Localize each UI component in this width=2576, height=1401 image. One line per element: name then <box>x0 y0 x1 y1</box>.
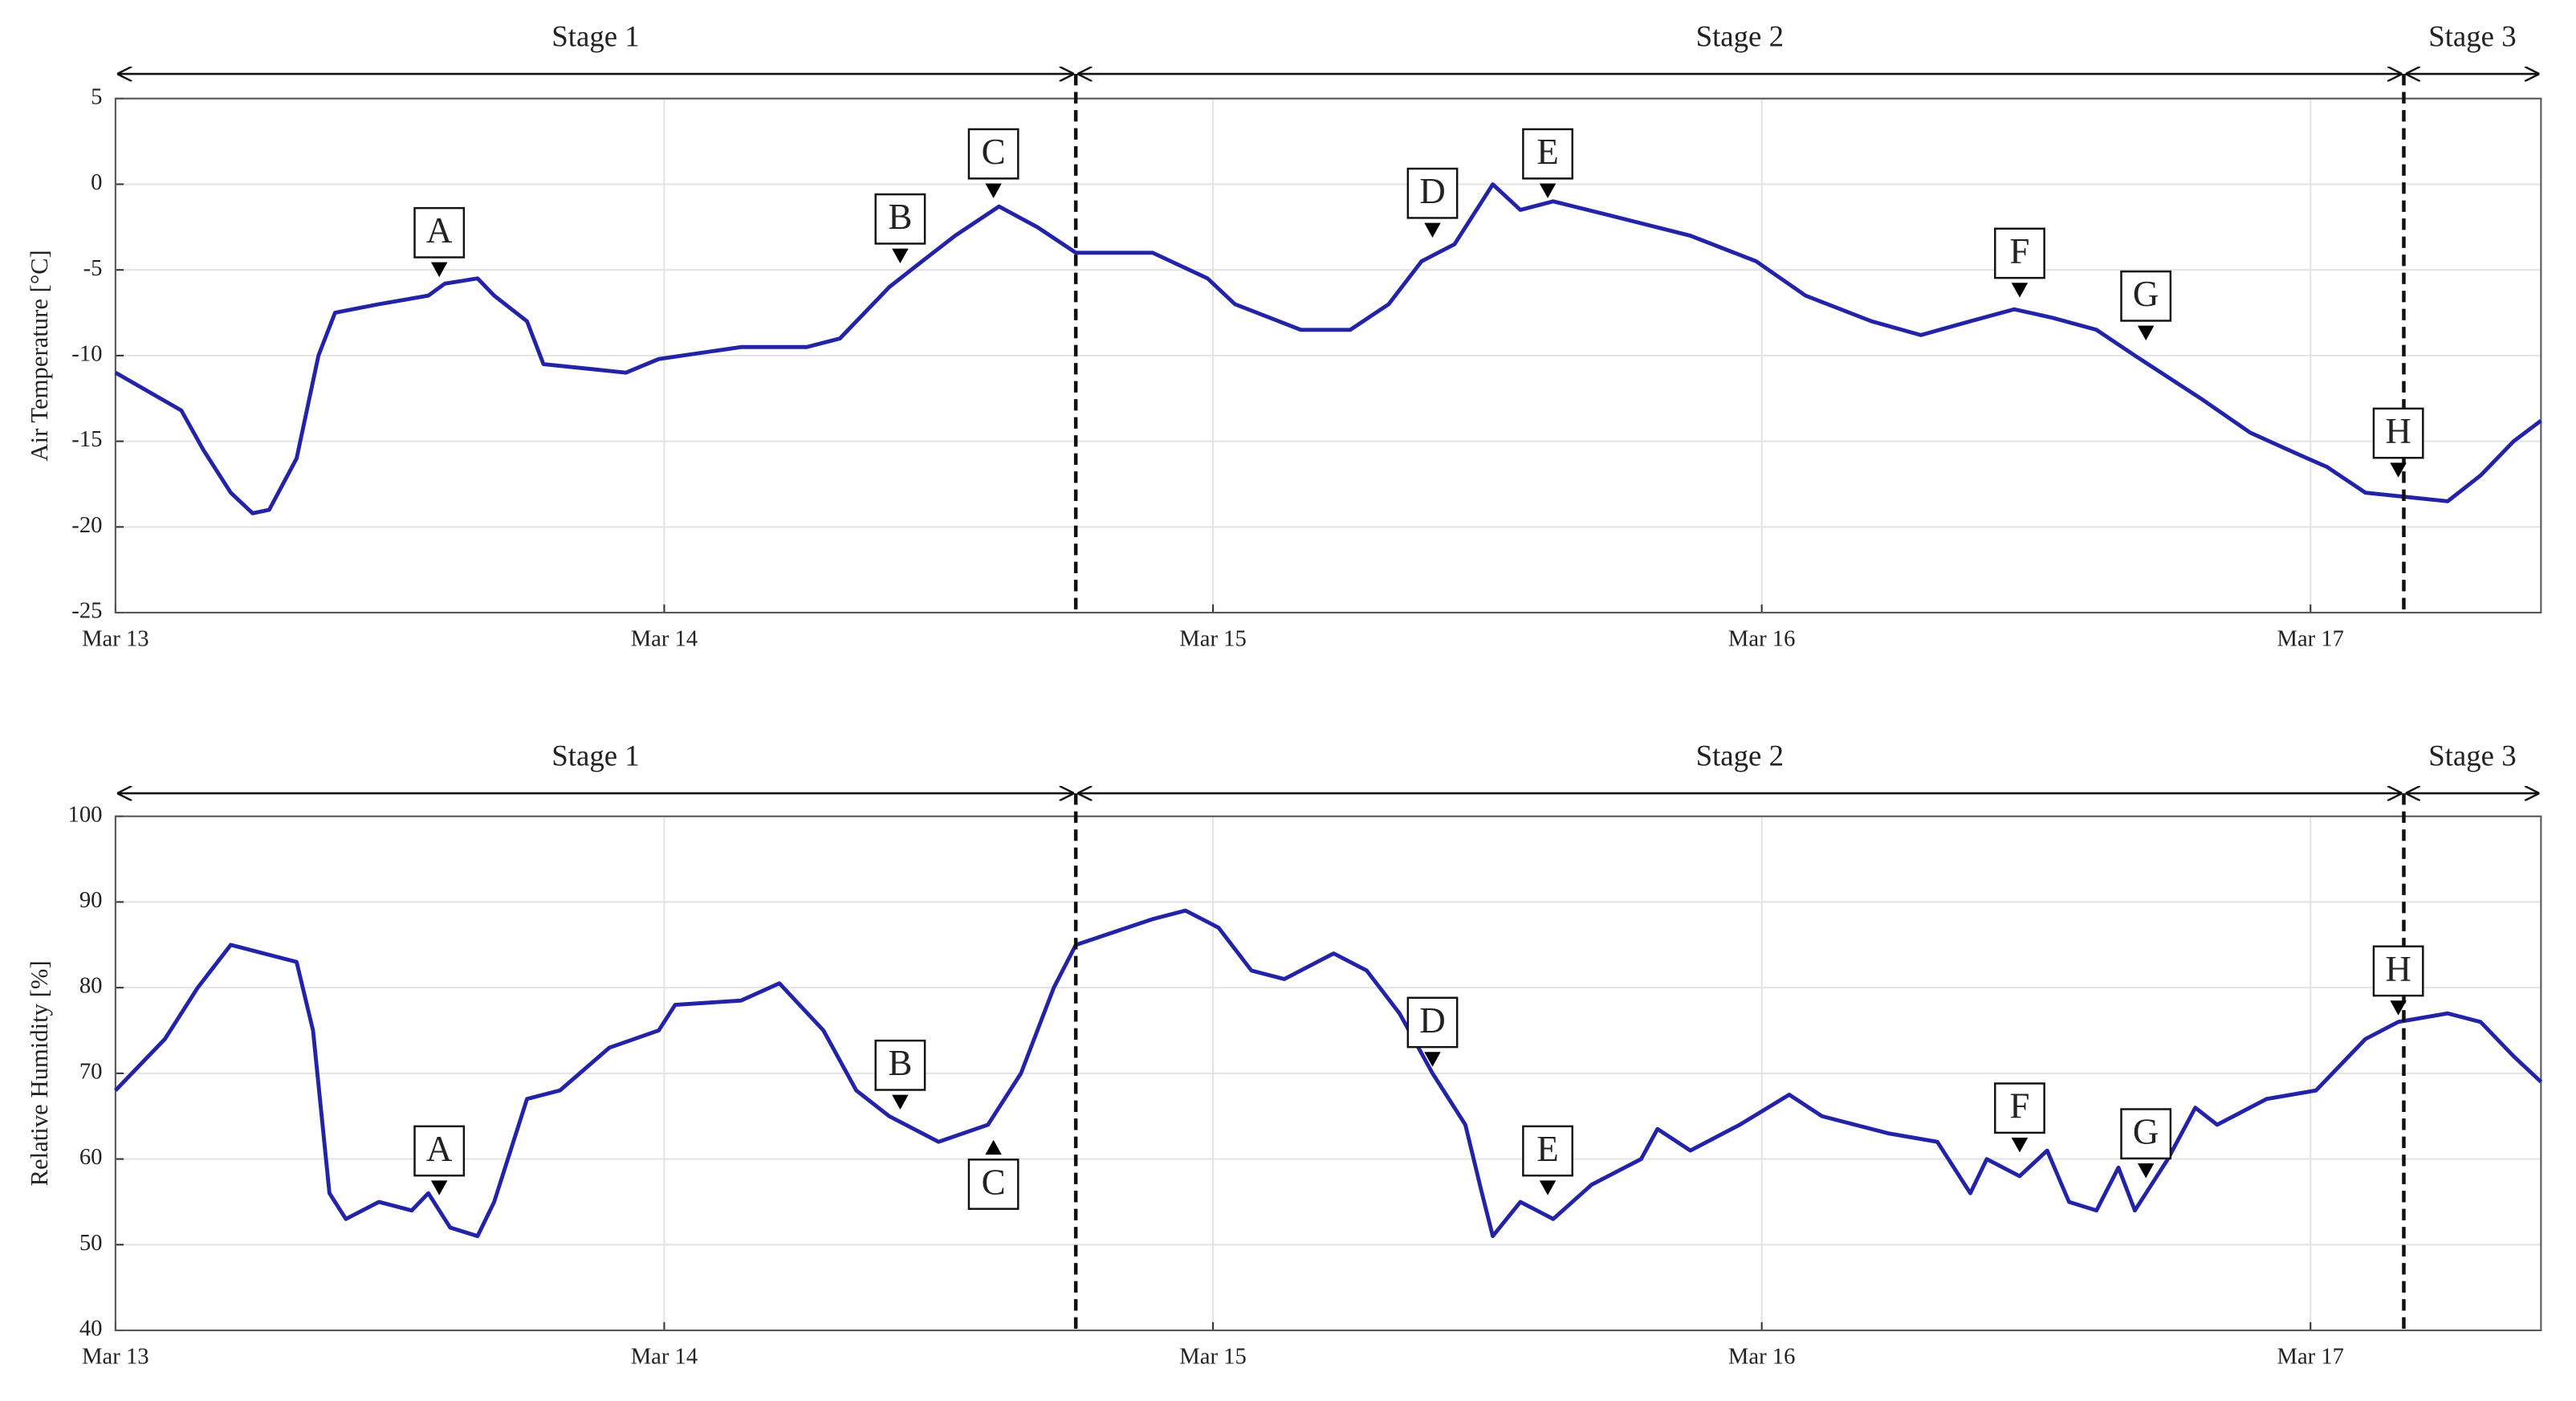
stage-label: Stage 1 <box>551 20 639 53</box>
annotation-label: A <box>426 210 453 250</box>
annotation-label: E <box>1536 132 1559 172</box>
annotation-label: C <box>982 132 1006 172</box>
x-tick-label: Mar 13 <box>82 625 149 651</box>
y-axis-label: Relative Humidity [%] <box>26 960 53 1186</box>
annotation-marker <box>2137 1163 2155 1179</box>
annotation-marker <box>985 1139 1002 1155</box>
annotation-marker <box>430 262 448 278</box>
annotation-box <box>2120 270 2172 322</box>
y-tick-label: -25 <box>71 598 102 624</box>
annotation-label: E <box>1536 1129 1559 1169</box>
annotation-marker <box>985 183 1002 198</box>
annotation-label: C <box>982 1162 1006 1202</box>
annotation-label: B <box>888 197 912 237</box>
annotation-label: B <box>888 1043 912 1083</box>
x-tick-label: Mar 13 <box>82 1343 149 1369</box>
y-tick-label: 70 <box>79 1058 103 1084</box>
x-tick-label: Mar 17 <box>2277 1343 2344 1369</box>
x-tick-label: Mar 14 <box>631 1343 698 1369</box>
plot-frame <box>114 97 2542 614</box>
y-tick-label: 100 <box>68 801 103 827</box>
annotation-label: D <box>1419 171 1446 211</box>
annotation-marker <box>2011 283 2029 298</box>
annotation-label: D <box>1419 1000 1446 1041</box>
data-line <box>114 182 2542 515</box>
y-tick-label: 5 <box>91 83 102 109</box>
annotation-marker <box>2011 1138 2029 1153</box>
stage-label: Stage 1 <box>551 739 639 772</box>
annotation-label: G <box>2133 274 2159 314</box>
y-tick-label: 90 <box>79 887 103 913</box>
y-tick-label: -5 <box>83 255 103 281</box>
x-tick-label: Mar 16 <box>1728 625 1795 651</box>
annotation-box <box>874 193 926 245</box>
stage-label: Stage 2 <box>1696 739 1784 772</box>
y-tick-label: 40 <box>79 1316 103 1342</box>
annotation-label: F <box>2009 1086 2029 1126</box>
annotation-label: A <box>426 1129 453 1169</box>
x-tick-label: Mar 17 <box>2277 625 2344 651</box>
y-tick-label: 60 <box>79 1144 103 1170</box>
annotation-label: G <box>2133 1112 2159 1152</box>
annotation-label: F <box>2009 231 2029 271</box>
annotation-marker <box>892 1094 909 1110</box>
annotation-marker <box>1539 183 1557 198</box>
annotation-marker <box>430 1180 448 1195</box>
y-tick-label: 80 <box>79 973 103 999</box>
annotation-box <box>967 1159 1019 1210</box>
annotation-marker <box>1424 222 1441 238</box>
annotation-box <box>1522 1125 1573 1177</box>
plot-frame <box>114 815 2542 1332</box>
annotation-box <box>2372 407 2424 459</box>
stage-label: Stage 3 <box>2428 739 2516 772</box>
data-line <box>114 908 2543 1239</box>
annotation-box <box>1522 128 1573 180</box>
annotation-box <box>1994 227 2045 279</box>
annotation-box <box>1406 996 1459 1049</box>
annotation-box <box>413 206 466 259</box>
annotation-box <box>2120 1108 2172 1160</box>
x-tick-label: Mar 14 <box>631 625 698 651</box>
x-tick-label: Mar 15 <box>1179 625 1246 651</box>
y-axis-label: Air Temperature [°C] <box>26 250 53 461</box>
annotation-box <box>1406 167 1459 219</box>
y-tick-label: -10 <box>71 340 102 366</box>
annotation-marker <box>1424 1052 1441 1067</box>
y-tick-label: 50 <box>79 1230 103 1256</box>
y-tick-label: -20 <box>71 512 102 538</box>
stage-label: Stage 3 <box>2428 20 2516 53</box>
y-tick-label: 0 <box>91 169 102 195</box>
annotation-box <box>874 1039 926 1091</box>
stage-label: Stage 2 <box>1696 20 1784 53</box>
y-tick-label: -15 <box>71 426 102 452</box>
x-tick-label: Mar 15 <box>1179 1343 1246 1369</box>
annotation-label: H <box>2385 949 2411 989</box>
annotation-box <box>413 1125 466 1177</box>
x-tick-label: Mar 16 <box>1728 1343 1795 1369</box>
annotation-marker <box>892 248 909 263</box>
annotation-marker <box>2390 462 2407 478</box>
annotation-marker <box>2137 325 2155 341</box>
annotation-marker <box>1539 1180 1557 1195</box>
annotation-label: H <box>2385 411 2411 451</box>
annotation-box <box>967 128 1019 180</box>
annotation-box <box>1994 1082 2045 1134</box>
annotation-box <box>2372 945 2424 997</box>
annotation-marker <box>2390 1000 2407 1016</box>
